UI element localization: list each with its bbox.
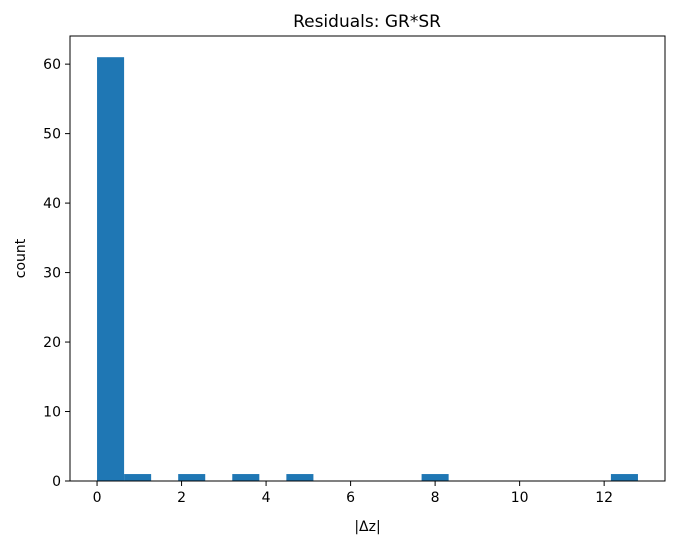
x-tick-label: 2 [177,490,186,506]
histogram-bar-3 [178,474,206,481]
x-tick-label: 8 [431,490,440,506]
y-tick-label: 60 [43,57,61,73]
x-tick-label: 12 [595,490,613,506]
y-tick-label: 20 [43,335,61,351]
bars-group [97,57,638,481]
x-axis-ticks: 0 2 4 6 8 10 12 [93,481,613,506]
chart-title: Residuals: GR*SR [293,12,441,32]
y-tick-label: 30 [43,266,61,282]
x-tick-label: 6 [346,490,355,506]
y-tick-label: 40 [43,196,61,212]
histogram-bar-5 [232,474,260,481]
x-tick-label: 10 [511,490,529,506]
y-tick-label: 50 [43,127,61,143]
plot-frame [69,35,666,482]
y-axis-label: count [13,238,29,278]
histogram-bar-7 [286,474,314,481]
x-axis-label: |Δz| [354,519,380,535]
histogram-bar-1 [124,474,152,481]
y-tick-label: 0 [52,474,61,490]
y-axis-ticks: 0 10 20 30 40 50 60 [43,57,70,490]
x-tick-label: 4 [262,490,271,506]
y-tick-label: 10 [43,405,61,421]
histogram-bar-19 [610,474,638,481]
histogram-bar-12 [421,474,449,481]
x-tick-label: 0 [93,490,102,506]
histogram-bar-0 [97,57,125,481]
